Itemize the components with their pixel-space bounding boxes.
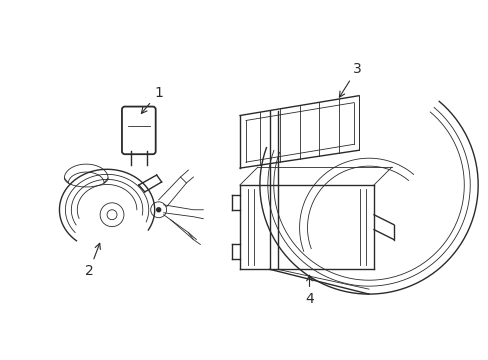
Text: 4: 4 (305, 275, 313, 306)
Circle shape (156, 208, 161, 212)
Text: 1: 1 (141, 86, 163, 113)
FancyBboxPatch shape (122, 107, 155, 154)
Text: 2: 2 (84, 243, 100, 278)
Text: 3: 3 (339, 62, 361, 97)
